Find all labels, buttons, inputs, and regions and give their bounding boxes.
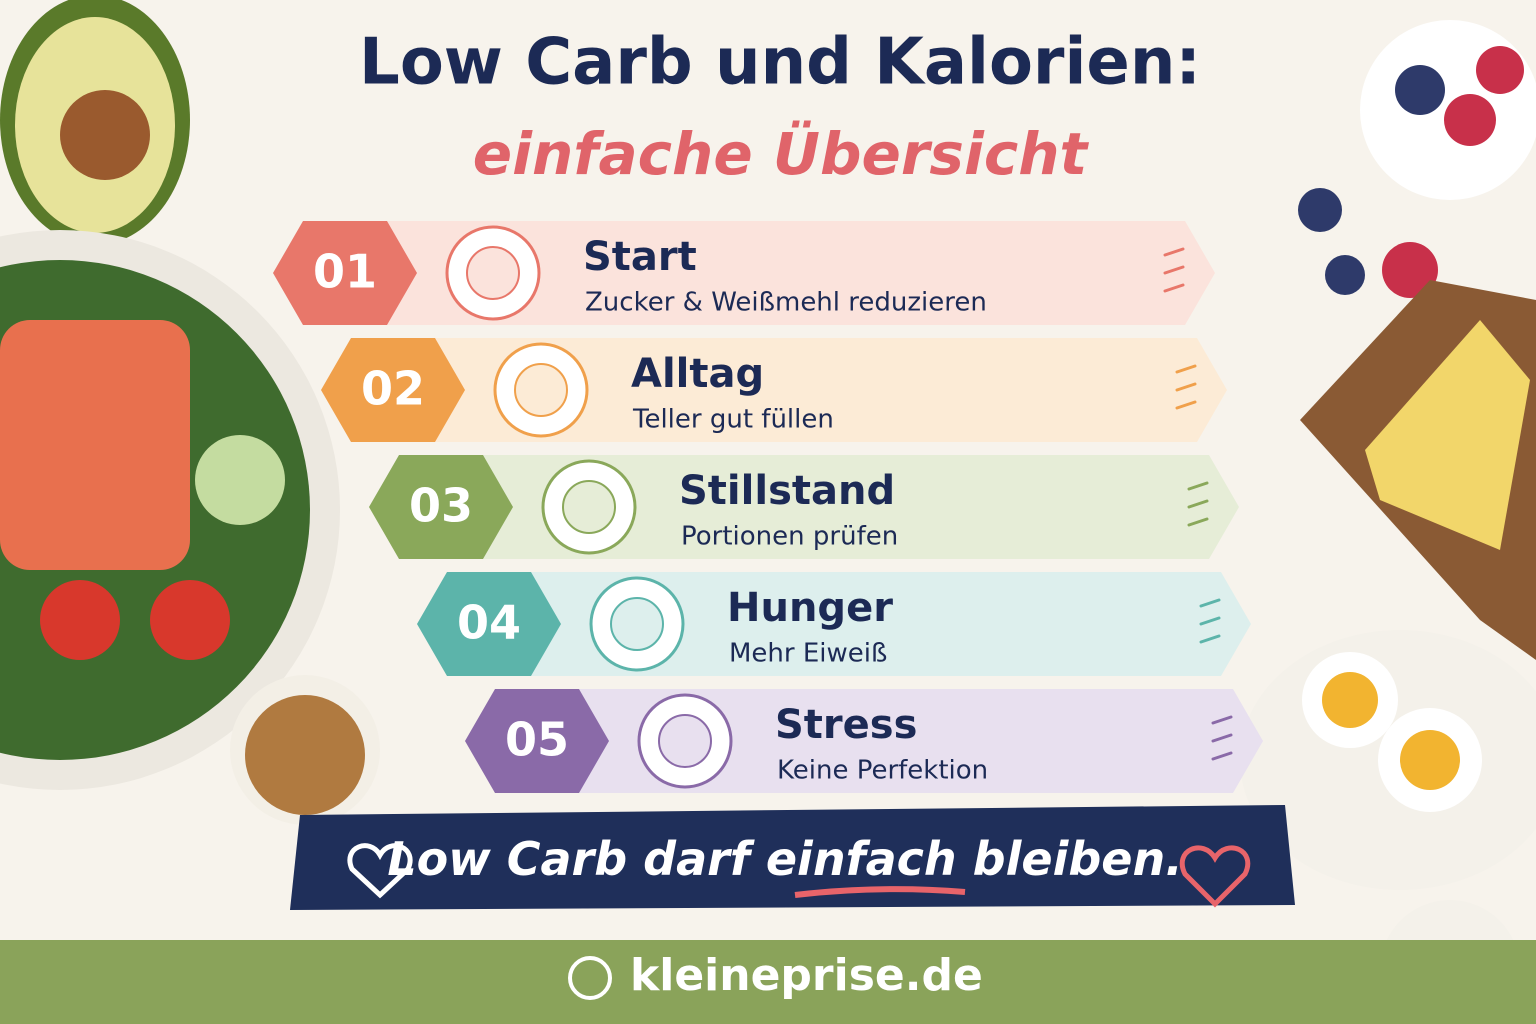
subtitle: einfache Übersicht — [473, 119, 1090, 188]
step-icon-inner — [562, 480, 616, 534]
step-number: 04 — [457, 596, 521, 650]
step-text: Teller gut füllen — [632, 405, 834, 435]
heart-icon — [1179, 845, 1251, 908]
banner-emphasis: einfach — [766, 832, 957, 886]
step-badge — [321, 338, 465, 442]
step-accent — [1175, 364, 1197, 374]
footer-bar — [0, 940, 1536, 1024]
step-text: Keine Perfektion — [777, 756, 988, 786]
step-accent — [1211, 715, 1233, 725]
step-accent — [1187, 481, 1209, 491]
step-number: 03 — [409, 479, 473, 533]
step-number: 05 — [505, 713, 569, 767]
step-band — [489, 572, 1251, 676]
step-accent — [1211, 751, 1233, 761]
step-title: Stress — [775, 702, 917, 748]
step-badge — [465, 689, 609, 793]
banner-part: Low Carb darf — [387, 832, 755, 886]
step-text: Portionen prüfen — [681, 522, 898, 552]
step-title: Hunger — [727, 585, 893, 631]
step-accent — [1199, 598, 1221, 608]
step-text: Zucker & Weißmehl reduzieren — [585, 288, 987, 318]
step-accent — [1199, 634, 1221, 644]
step-accent — [1175, 382, 1197, 392]
heart-icon — [347, 843, 413, 899]
steps: 01 Start Zucker & Weißmehl reduzieren 02 All… — [273, 221, 1263, 793]
step-title: Start — [583, 234, 697, 280]
banner-part: bleiben. — [973, 832, 1183, 886]
step-band — [393, 338, 1227, 442]
step-icon-inner — [466, 246, 520, 300]
step-badge — [369, 455, 513, 559]
step-icon-inner — [514, 363, 568, 417]
globe-icon — [568, 956, 612, 1000]
step-accent — [1187, 499, 1209, 509]
step-accent — [1163, 283, 1185, 293]
title: Low Carb und Kalorien: — [359, 26, 1201, 100]
banner-text: Low Carb darf einfach bleiben. — [387, 832, 1182, 886]
step-accent — [1175, 400, 1197, 410]
step-icon-inner — [610, 597, 664, 651]
step-badge — [417, 572, 561, 676]
step-title: Stillstand — [679, 468, 895, 514]
website: kleineprise.de — [630, 950, 983, 1001]
step-badge — [273, 221, 417, 325]
underline — [794, 886, 966, 898]
step-number: 01 — [313, 245, 377, 299]
step-text: Mehr Eiweiß — [729, 639, 887, 669]
step-accent — [1211, 733, 1233, 743]
step-band — [441, 455, 1239, 559]
banner-background — [290, 805, 1295, 910]
left-food — [0, 0, 380, 825]
step-number: 02 — [361, 362, 425, 416]
step-accent — [1187, 517, 1209, 527]
step-accent — [1163, 247, 1185, 257]
step-icon-inner — [658, 714, 712, 768]
step-accent — [1199, 616, 1221, 626]
step-band — [345, 221, 1215, 325]
right-food — [1240, 20, 1536, 1024]
step-accent — [1163, 265, 1185, 275]
step-title: Alltag — [631, 351, 764, 397]
